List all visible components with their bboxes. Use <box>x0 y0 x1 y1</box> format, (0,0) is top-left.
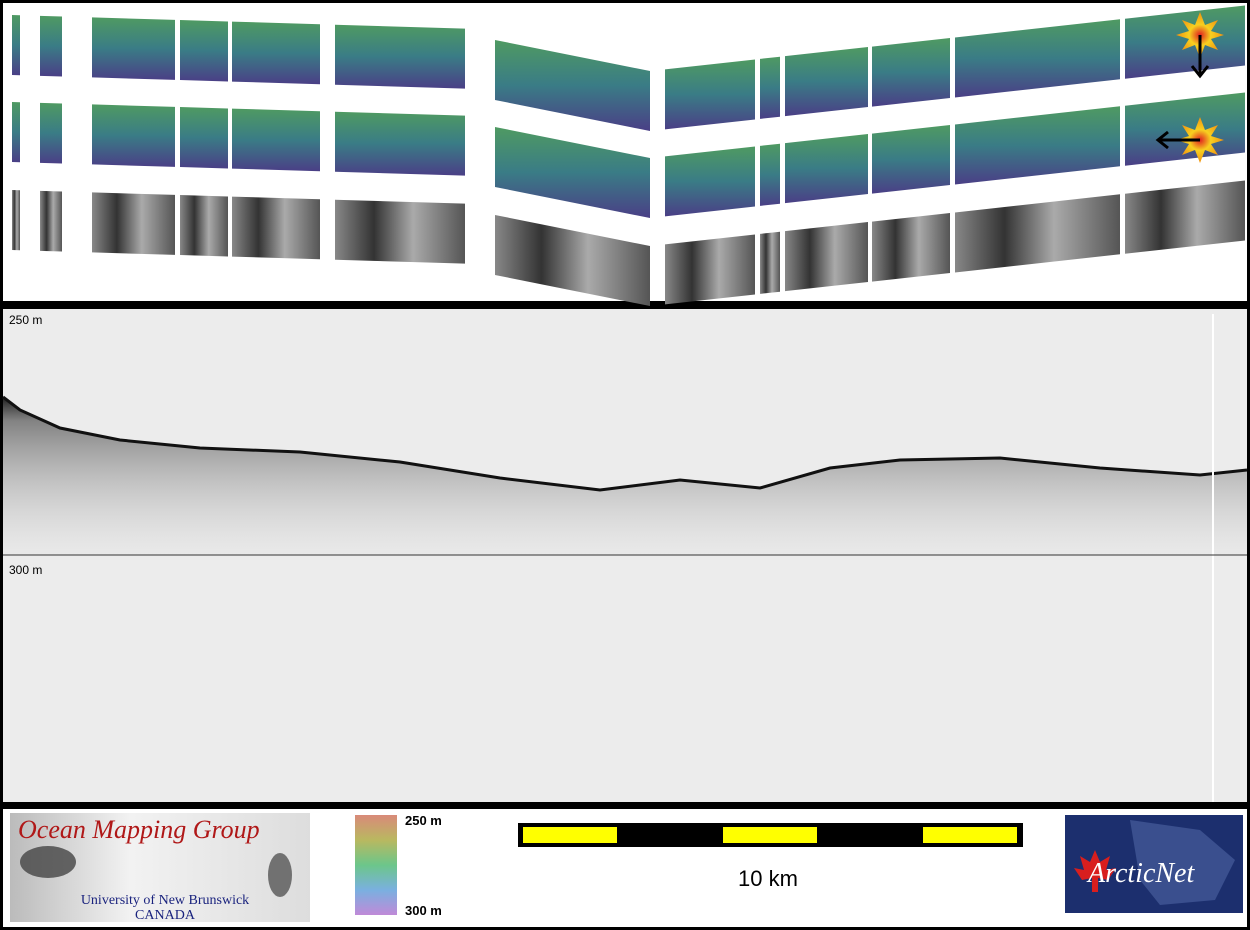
scale-segment <box>923 827 1017 843</box>
arrow-head <box>1155 130 1169 150</box>
swath-strip <box>40 102 62 164</box>
scale-segment <box>523 827 617 843</box>
swath-strip <box>92 17 175 80</box>
swath-strip <box>785 47 868 117</box>
swath-strip <box>785 134 868 204</box>
swath-strip <box>335 24 465 89</box>
colorbar-label: 300 m <box>405 903 442 918</box>
swath-strip <box>760 143 780 206</box>
swath-strip <box>1125 180 1245 254</box>
swath-strip <box>495 40 650 131</box>
swath-strip <box>40 15 62 77</box>
logo-subtitle: University of New Brunswick <box>81 893 249 908</box>
swath-strip <box>665 234 755 305</box>
sun-icon <box>1155 12 1224 163</box>
maple-leaf <box>1074 850 1116 892</box>
depth-label: 300 m <box>9 563 42 577</box>
arrow-head <box>1190 65 1210 79</box>
swath-strip <box>955 106 1120 185</box>
swath-strip <box>665 59 755 130</box>
swath-strip <box>495 127 650 218</box>
swath-strip <box>232 108 320 172</box>
seabed-line <box>2 395 1248 492</box>
colorbar-label: 250 m <box>405 813 442 828</box>
swath-strips <box>12 5 1245 306</box>
swath-strip <box>955 194 1120 273</box>
swath-strip <box>872 125 950 194</box>
swath-strip <box>232 196 320 260</box>
swath-strip <box>180 107 228 169</box>
swath-strip <box>335 199 465 264</box>
swath-strip <box>12 190 20 251</box>
swath-strip <box>92 192 175 255</box>
swath-strip <box>12 102 20 163</box>
logo-text: ArcticNet <box>1086 858 1195 889</box>
logo-shape <box>268 853 292 897</box>
swath-strip <box>872 38 950 107</box>
swath-strip <box>760 231 780 294</box>
logo-country: CANADA <box>135 908 196 923</box>
colorbar <box>355 815 397 915</box>
swath-strip <box>495 215 650 306</box>
swath-strip <box>180 195 228 257</box>
swath-strip <box>665 146 755 217</box>
swath-strip <box>872 213 950 282</box>
logo-shape <box>20 846 76 878</box>
swath-strip <box>180 20 228 82</box>
swath-strip <box>335 111 465 176</box>
swath-strip <box>955 19 1120 98</box>
seabed-echo <box>3 397 1247 555</box>
logo-title: Ocean Mapping Group <box>18 815 260 844</box>
swath-strip <box>12 15 20 76</box>
depth-label: 250 m <box>9 313 42 327</box>
scale-segment <box>723 827 817 843</box>
scale-label: 10 km <box>738 866 798 891</box>
logo-map <box>1130 820 1235 905</box>
swath-strip <box>760 56 780 119</box>
swath-strip <box>40 190 62 252</box>
swath-strip <box>92 104 175 167</box>
swath-strip <box>232 21 320 85</box>
swath-strip <box>785 222 868 292</box>
